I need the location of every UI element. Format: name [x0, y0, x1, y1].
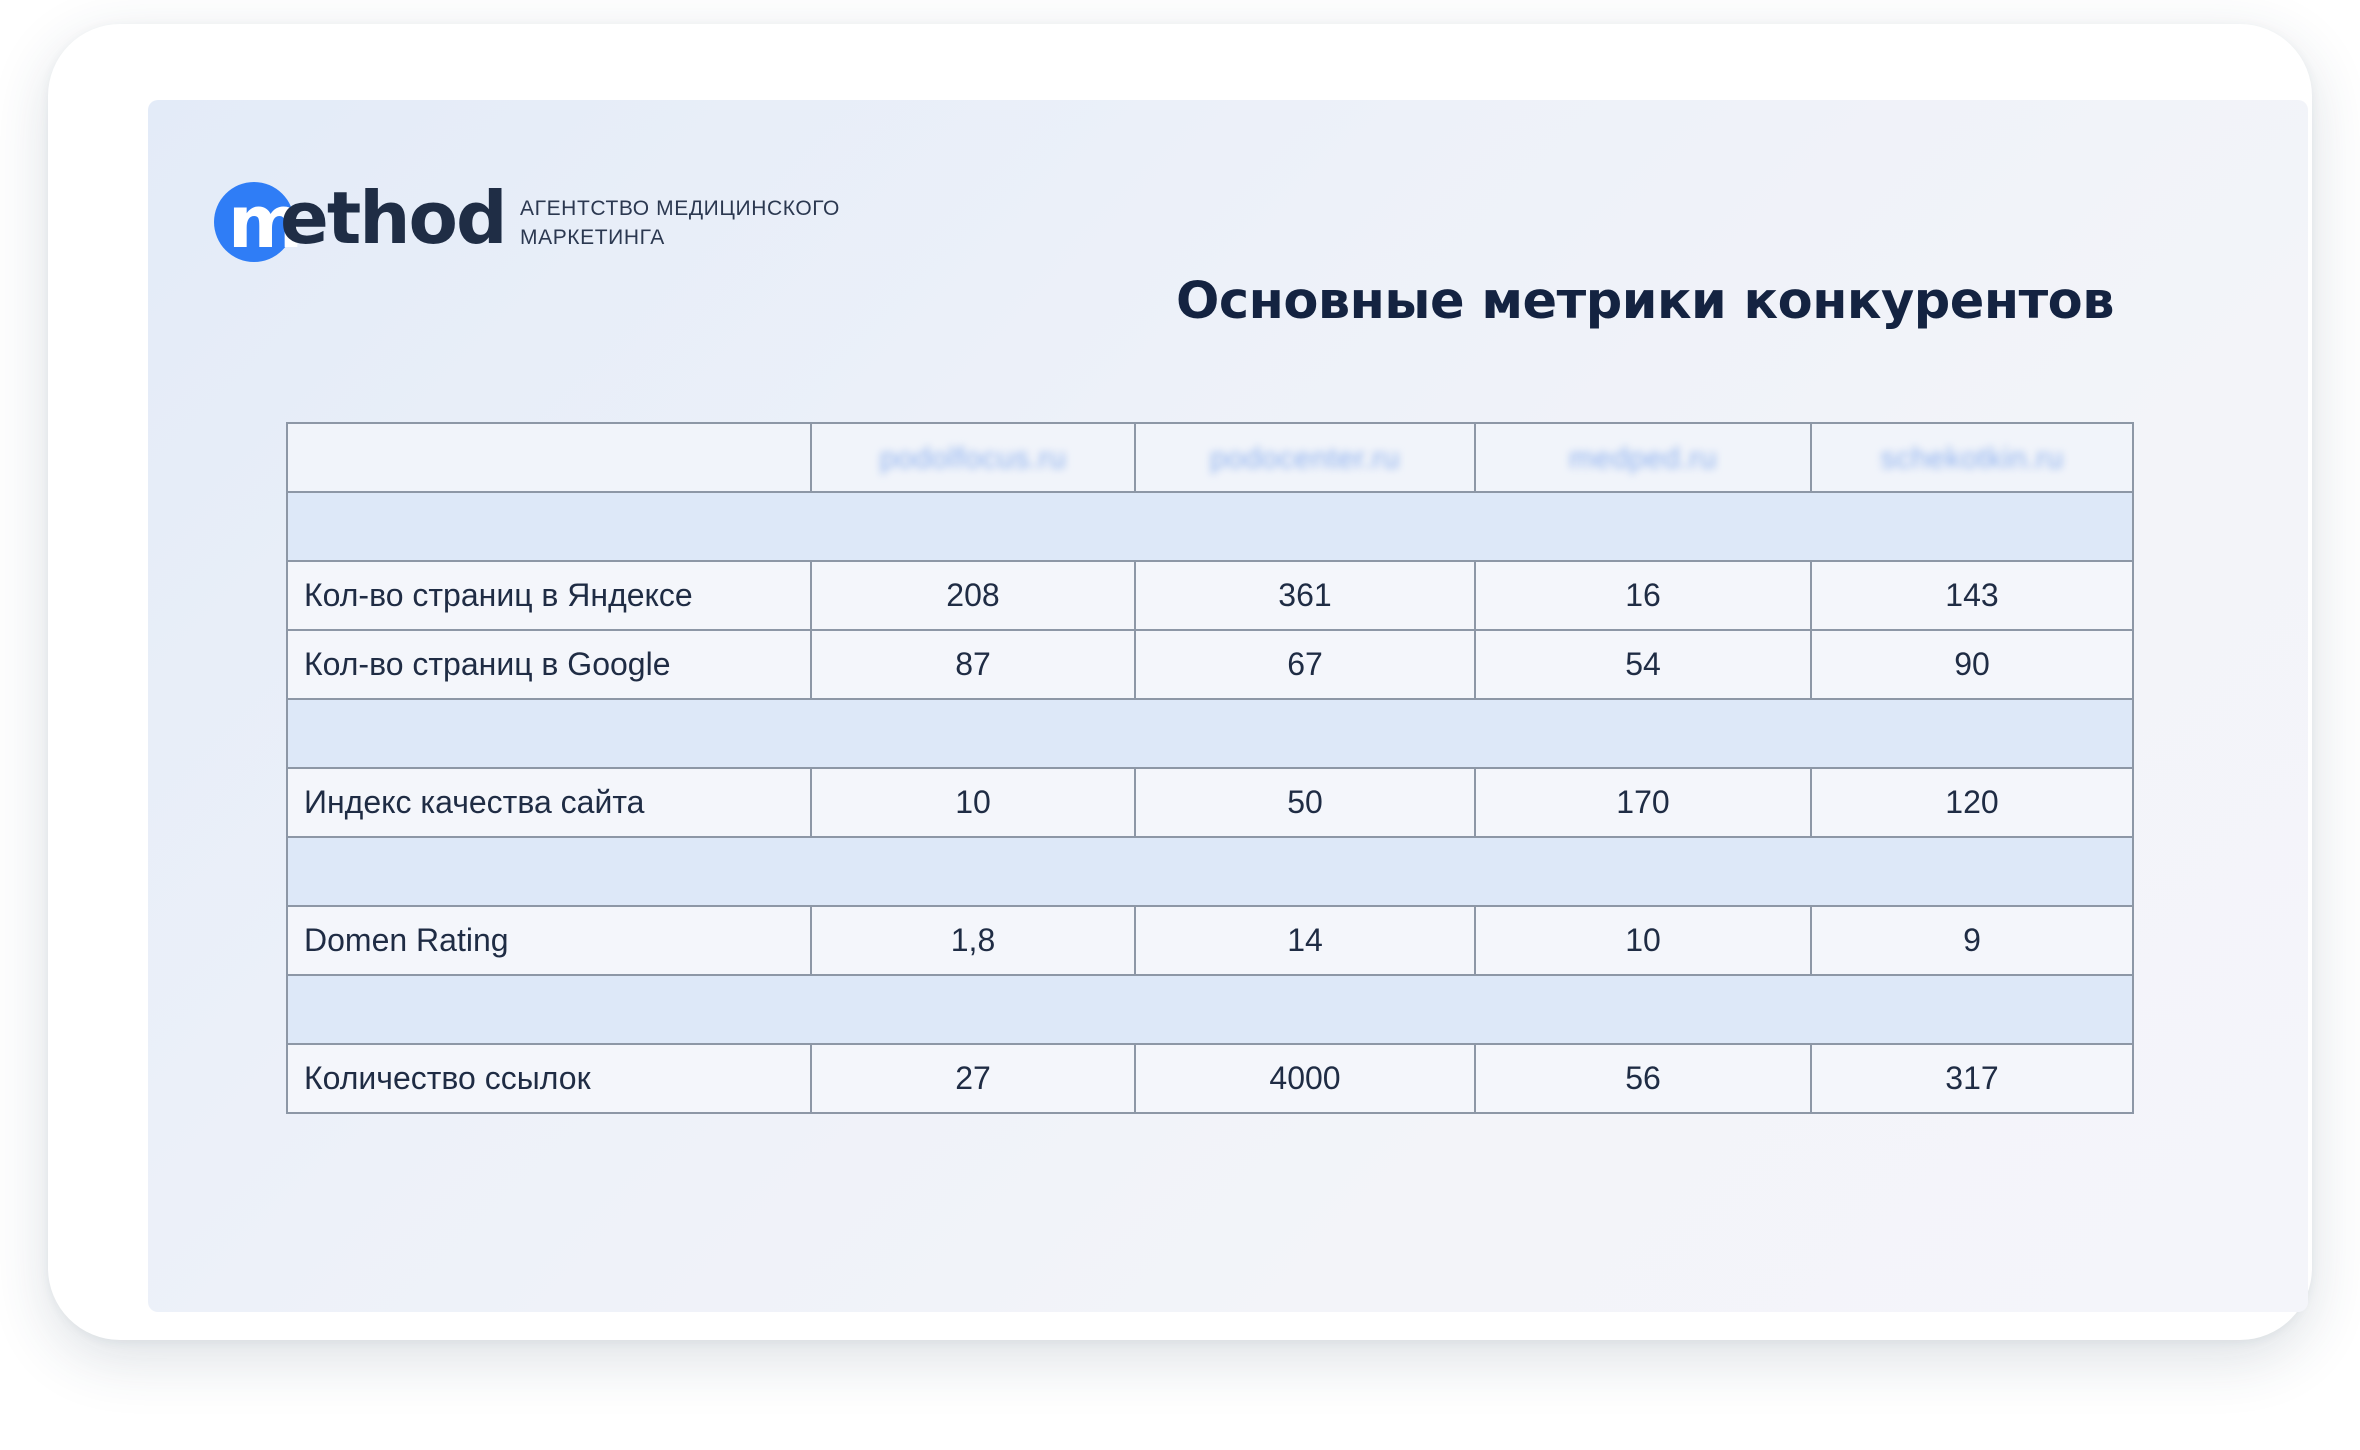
header-empty-cell [286, 422, 812, 493]
value-cell: 120 [1810, 767, 2134, 838]
value-cell: 317 [1810, 1043, 2134, 1114]
logo-wordmark: ethod [280, 176, 508, 260]
value-cell: 143 [1810, 560, 2134, 631]
value-cell: 10 [1474, 905, 1812, 976]
value-cell: 54 [1474, 629, 1812, 700]
value-cell: 16 [1474, 560, 1812, 631]
slide: m ethod АГЕНТСТВО МЕДИЦИНСКОГО МАРКЕТИНГ… [148, 100, 2308, 1312]
row-label: Кол-во страниц в Яндексе [286, 560, 812, 631]
logo-circle-icon: m [214, 182, 303, 262]
value-cell: 170 [1474, 767, 1812, 838]
section-spacer-row [286, 491, 2134, 562]
site-name: medped.ru [1569, 442, 1717, 475]
header-site-1: podolfocus.ru [810, 422, 1136, 493]
table-row: Кол-во страниц в Яндексе 208 361 16 143 [286, 560, 2134, 631]
competitor-metrics-table: podolfocus.ru podocenter.ru medped.ru sc… [286, 422, 2134, 1114]
tagline-line-1: АГЕНТСТВО МЕДИЦИНСКОГО [520, 197, 840, 220]
slide-card: m ethod АГЕНТСТВО МЕДИЦИНСКОГО МАРКЕТИНГ… [48, 24, 2312, 1340]
row-label: Кол-во страниц в Google [286, 629, 812, 700]
section-spacer-row [286, 698, 2134, 769]
table-row: Domen Rating 1,8 14 10 9 [286, 905, 2134, 976]
value-cell: 90 [1810, 629, 2134, 700]
table-row: Кол-во страниц в Google 87 67 54 90 [286, 629, 2134, 700]
value-cell: 14 [1134, 905, 1476, 976]
spacer-cell [286, 698, 2134, 769]
value-cell: 361 [1134, 560, 1476, 631]
value-cell: 56 [1474, 1043, 1812, 1114]
row-label: Domen Rating [286, 905, 812, 976]
value-cell: 1,8 [810, 905, 1136, 976]
table-row: Индекс качества сайта 10 50 170 120 [286, 767, 2134, 838]
logo-letter-m: m [228, 180, 303, 264]
value-cell: 9 [1810, 905, 2134, 976]
table-header-row: podolfocus.ru podocenter.ru medped.ru sc… [286, 422, 2134, 493]
site-name: podocenter.ru [1210, 442, 1400, 475]
header-site-4: schekotkin.ru [1810, 422, 2134, 493]
value-cell: 27 [810, 1043, 1136, 1114]
row-label: Индекс качества сайта [286, 767, 812, 838]
spacer-cell [286, 491, 2134, 562]
value-cell: 67 [1134, 629, 1476, 700]
tagline-line-2: МАРКЕТИНГА [520, 226, 665, 249]
page-title: Основные метрики конкурентов [1176, 272, 2114, 331]
site-name: podolfocus.ru [879, 442, 1067, 475]
spacer-cell [286, 836, 2134, 907]
value-cell: 50 [1134, 767, 1476, 838]
logo-tagline: АГЕНТСТВО МЕДИЦИНСКОГО МАРКЕТИНГА [520, 194, 840, 252]
spacer-cell [286, 974, 2134, 1045]
table-row: Количество ссылок 27 4000 56 317 [286, 1043, 2134, 1114]
row-label: Количество ссылок [286, 1043, 812, 1114]
value-cell: 4000 [1134, 1043, 1476, 1114]
method-logo: m ethod [214, 176, 508, 264]
section-spacer-row [286, 836, 2134, 907]
value-cell: 208 [810, 560, 1136, 631]
value-cell: 10 [810, 767, 1136, 838]
header-site-2: podocenter.ru [1134, 422, 1476, 493]
value-cell: 87 [810, 629, 1136, 700]
header-site-3: medped.ru [1474, 422, 1812, 493]
section-spacer-row [286, 974, 2134, 1045]
site-name: schekotkin.ru [1880, 442, 2064, 475]
